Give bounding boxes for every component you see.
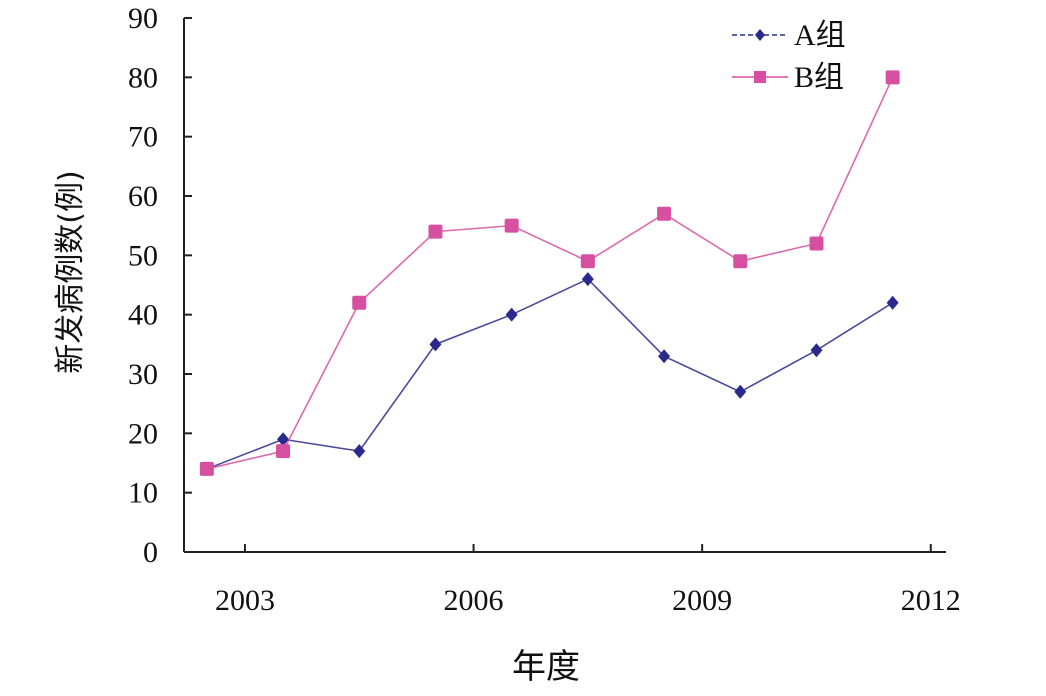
y-tick-label: 10 bbox=[128, 477, 158, 510]
y-tick-label: 60 bbox=[128, 180, 158, 213]
legend-label: B组 bbox=[794, 61, 844, 94]
legend-marker bbox=[754, 71, 766, 83]
data-point bbox=[886, 295, 899, 310]
data-point bbox=[885, 70, 900, 85]
data-point bbox=[658, 349, 671, 364]
data-point bbox=[276, 444, 291, 459]
data-point bbox=[657, 206, 672, 221]
y-axis-title: 新发病例数(例) bbox=[53, 170, 88, 373]
data-point bbox=[581, 272, 594, 287]
series-layer bbox=[199, 70, 900, 476]
series-line bbox=[206, 278, 894, 470]
y-tick-label: 0 bbox=[143, 536, 158, 569]
data-point bbox=[809, 236, 824, 251]
data-point bbox=[733, 254, 748, 269]
data-point bbox=[277, 432, 290, 447]
x-tick-label: 2009 bbox=[672, 584, 732, 617]
data-point bbox=[734, 384, 747, 399]
x-axis: 2003 2006 2009 2012 bbox=[184, 544, 961, 617]
data-point bbox=[580, 254, 595, 269]
x-tick-label: 2003 bbox=[215, 584, 275, 617]
y-tick-label: 20 bbox=[128, 417, 158, 450]
data-point bbox=[504, 218, 519, 233]
series-line bbox=[206, 76, 894, 470]
y-tick-label: 80 bbox=[128, 61, 158, 94]
series-a bbox=[200, 272, 899, 476]
x-tick-label: 2006 bbox=[444, 584, 504, 617]
data-point bbox=[428, 224, 443, 239]
y-tick-label: 30 bbox=[128, 358, 158, 391]
x-axis-title: 年度 bbox=[512, 647, 580, 687]
x-tick-label: 2012 bbox=[901, 584, 961, 617]
legend-marker bbox=[755, 29, 765, 41]
legend: A组 B组 bbox=[732, 19, 846, 94]
series-b bbox=[199, 70, 900, 476]
legend-label: A组 bbox=[794, 19, 846, 52]
y-tick-label: 40 bbox=[128, 299, 158, 332]
y-tick-label: 70 bbox=[128, 121, 158, 154]
data-point bbox=[505, 307, 518, 322]
data-point bbox=[352, 295, 367, 310]
data-point bbox=[810, 343, 823, 358]
y-tick-label: 50 bbox=[128, 239, 158, 272]
data-point bbox=[353, 444, 366, 459]
data-point bbox=[199, 461, 214, 476]
y-tick-label: 90 bbox=[128, 2, 158, 35]
data-point bbox=[429, 337, 442, 352]
y-axis: 0 10 20 30 40 50 60 70 80 90 bbox=[128, 2, 192, 569]
